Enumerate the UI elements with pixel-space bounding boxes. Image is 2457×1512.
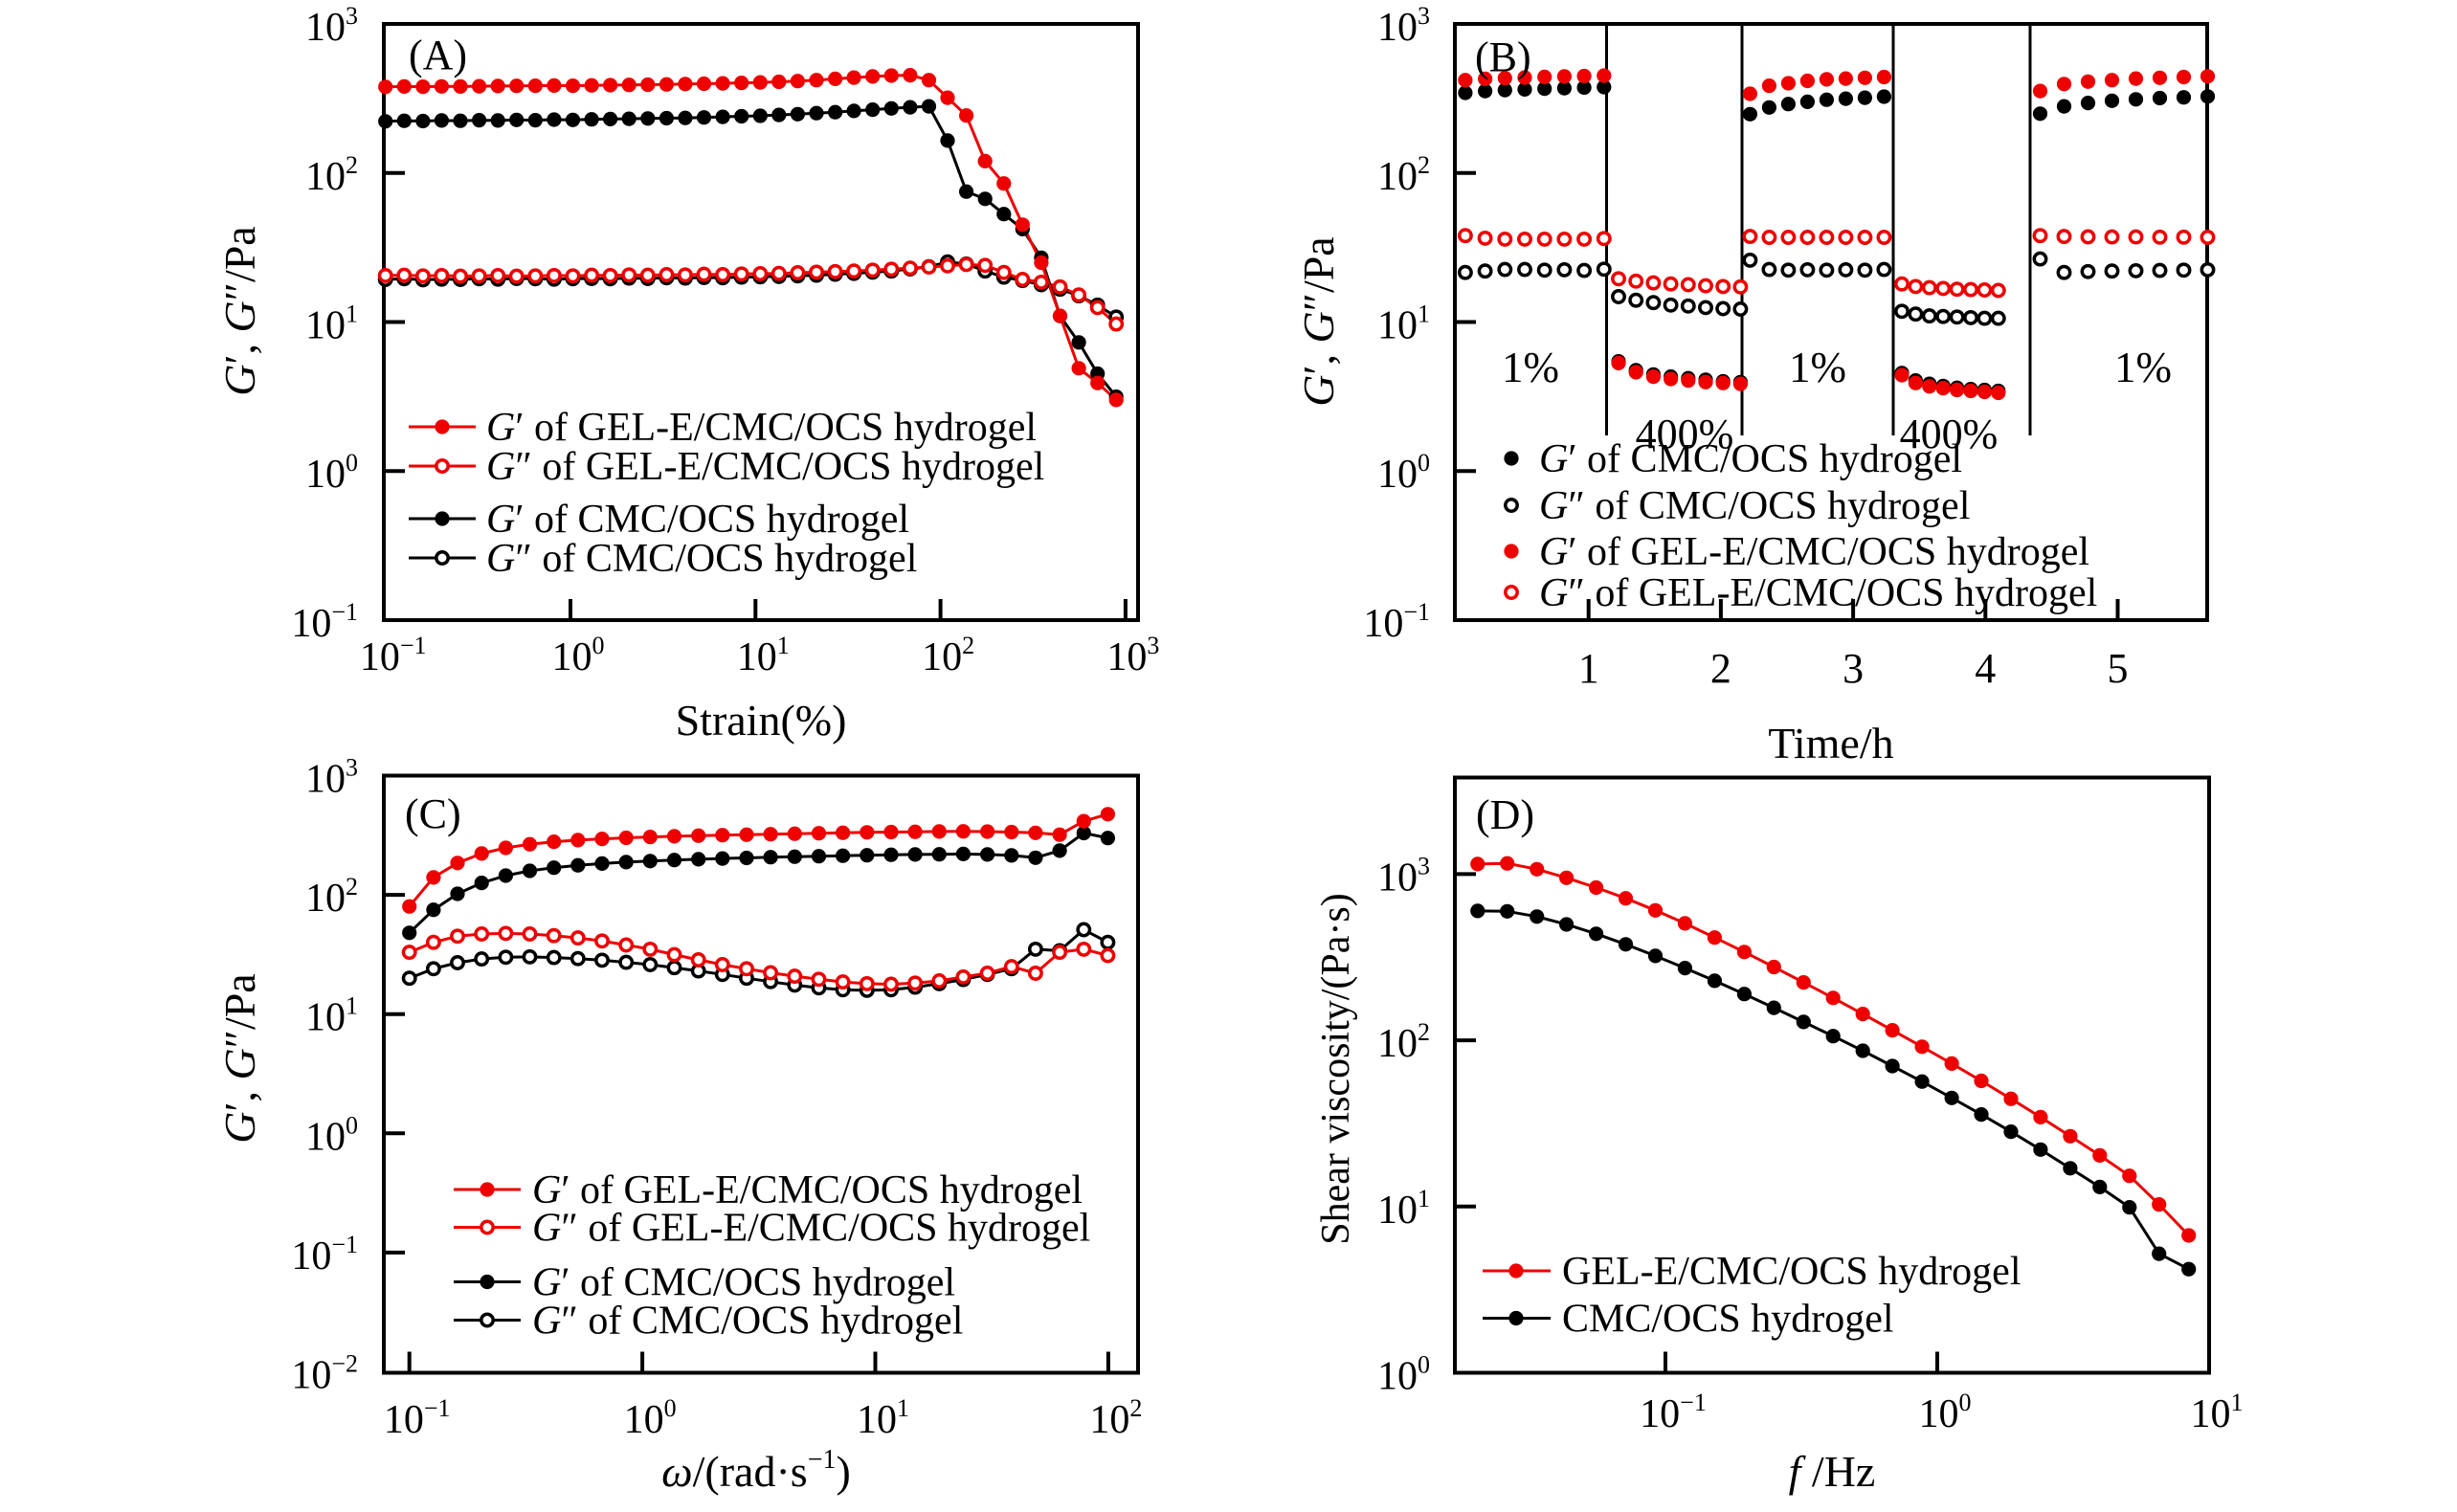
svg-text:G″ of GEL-E/CMC/OCS hydrogel: G″ of GEL-E/CMC/OCS hydrogel: [1539, 571, 2097, 615]
svg-text:10−1: 10−1: [384, 1394, 451, 1442]
svg-text:103: 103: [1377, 2, 1430, 50]
svg-text:100: 100: [1919, 1389, 1972, 1436]
svg-text:102: 102: [305, 873, 358, 921]
svg-text:1%: 1%: [1789, 344, 1846, 391]
svg-text:G′ of GEL-E/CMC/OCS hydrogel: G′ of GEL-E/CMC/OCS hydrogel: [486, 406, 1037, 450]
svg-text:101: 101: [1377, 300, 1430, 348]
svg-text:(A): (A): [409, 32, 467, 78]
svg-text:4: 4: [1975, 645, 1996, 692]
svg-text:2: 2: [1710, 645, 1731, 692]
svg-text:101: 101: [305, 300, 358, 348]
svg-text:G′ of CMC/OCS hydrogel: G′ of CMC/OCS hydrogel: [532, 1261, 955, 1305]
svg-text:G′, G″/Pa: G′, G″/Pa: [1294, 236, 1343, 406]
svg-text:10−1: 10−1: [1640, 1389, 1707, 1436]
svg-text:CMC/OCS hydrogel: CMC/OCS hydrogel: [1562, 1298, 1894, 1342]
svg-text:3: 3: [1843, 645, 1864, 692]
svg-text:103: 103: [1377, 852, 1430, 900]
svg-text:G″ of CMC/OCS hydrogel: G″ of CMC/OCS hydrogel: [1539, 484, 1970, 528]
svg-text:G″ of GEL-E/CMC/OCS hydrogel: G″ of GEL-E/CMC/OCS hydrogel: [532, 1207, 1090, 1251]
svg-text:101: 101: [857, 1394, 909, 1442]
svg-text:GEL-E/CMC/OCS hydrogel: GEL-E/CMC/OCS hydrogel: [1562, 1250, 2021, 1294]
svg-text:100: 100: [552, 632, 605, 679]
svg-text:100: 100: [624, 1394, 677, 1442]
svg-text:G″ of CMC/OCS hydrogel: G″ of CMC/OCS hydrogel: [486, 537, 917, 581]
svg-text:G″ of GEL-E/CMC/OCS hydrogel: G″ of GEL-E/CMC/OCS hydrogel: [486, 445, 1044, 489]
svg-text:102: 102: [305, 151, 358, 199]
svg-text:1%: 1%: [2114, 344, 2172, 391]
svg-text:103: 103: [305, 2, 358, 50]
svg-text:10−2: 10−2: [291, 1350, 358, 1398]
svg-text:400%: 400%: [1900, 411, 1999, 457]
svg-text:103: 103: [1106, 632, 1159, 679]
svg-text:100: 100: [1377, 449, 1430, 497]
svg-text:400%: 400%: [1636, 411, 1734, 457]
svg-text:G″ of CMC/OCS hydrogel: G″ of CMC/OCS hydrogel: [532, 1300, 963, 1344]
svg-text:101: 101: [737, 632, 790, 679]
svg-text:Time/h: Time/h: [1768, 719, 1893, 767]
svg-text:G′ of GEL-E/CMC/OCS hydrogel: G′ of GEL-E/CMC/OCS hydrogel: [1539, 530, 2089, 574]
svg-text:G′ of GEL-E/CMC/OCS hydrogel: G′ of GEL-E/CMC/OCS hydrogel: [532, 1168, 1083, 1212]
svg-text:G′, G″/Pa: G′, G″/Pa: [215, 226, 264, 395]
svg-text:ω/(rad·s−1): ω/(rad·s−1): [661, 1445, 851, 1496]
svg-text:f /Hz: f /Hz: [1789, 1447, 1876, 1496]
svg-text:101: 101: [305, 992, 358, 1040]
svg-text:Shear viscosity/(Pa·s): Shear viscosity/(Pa·s): [1314, 893, 1358, 1244]
svg-text:102: 102: [1377, 1018, 1430, 1066]
svg-text:10−1: 10−1: [291, 1231, 358, 1279]
svg-text:G′ of CMC/OCS hydrogel: G′ of CMC/OCS hydrogel: [1539, 437, 1962, 481]
svg-text:G′ of CMC/OCS hydrogel: G′ of CMC/OCS hydrogel: [486, 498, 909, 542]
svg-text:103: 103: [305, 754, 358, 802]
svg-text:10−1: 10−1: [360, 632, 427, 679]
svg-text:(C): (C): [405, 790, 461, 837]
svg-text:Strain(%): Strain(%): [676, 696, 847, 745]
svg-text:(D): (D): [1476, 791, 1534, 838]
svg-text:101: 101: [2191, 1389, 2244, 1436]
svg-text:10−1: 10−1: [1363, 598, 1430, 646]
svg-text:100: 100: [305, 1111, 358, 1159]
svg-text:101: 101: [1377, 1185, 1430, 1233]
svg-text:5: 5: [2108, 645, 2129, 692]
svg-text:(B): (B): [1475, 33, 1531, 80]
svg-text:100: 100: [305, 449, 358, 497]
svg-text:1: 1: [1578, 645, 1599, 692]
svg-text:102: 102: [1377, 151, 1430, 199]
svg-text:G′, G″/Pa: G′, G″/Pa: [215, 973, 264, 1143]
svg-text:102: 102: [922, 632, 974, 679]
svg-text:10−1: 10−1: [291, 598, 358, 646]
svg-text:1%: 1%: [1502, 344, 1559, 391]
svg-text:100: 100: [1377, 1351, 1430, 1399]
svg-text:102: 102: [1089, 1394, 1142, 1442]
